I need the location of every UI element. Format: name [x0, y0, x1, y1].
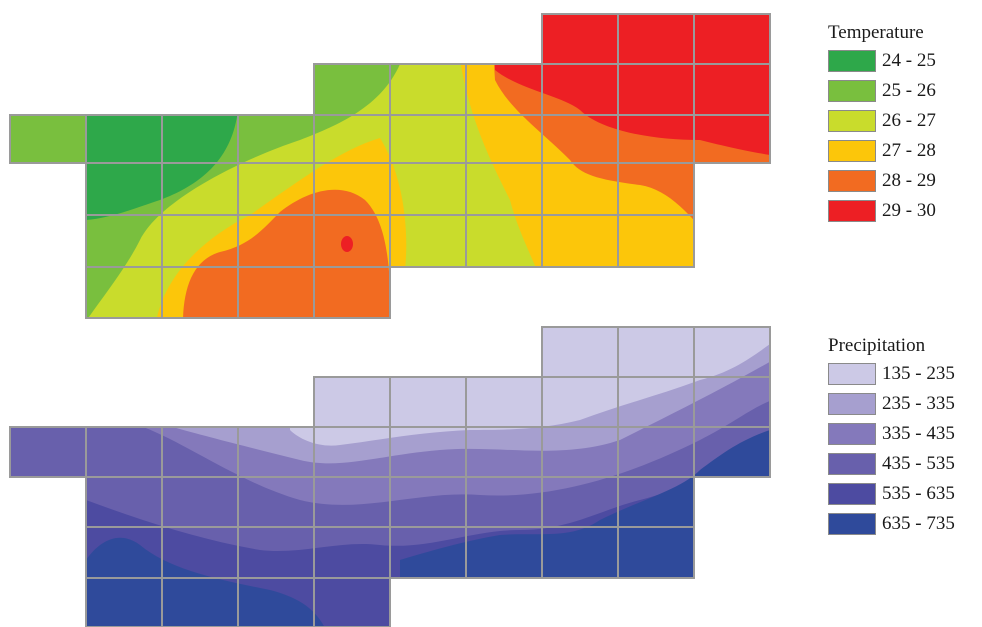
- legend-swatch: [828, 423, 876, 445]
- legend-label: 27 - 28: [882, 140, 936, 161]
- legend-item: 24 - 25: [828, 46, 978, 76]
- legend-item: 435 - 535: [828, 449, 978, 479]
- legend-swatch: [828, 363, 876, 385]
- legend-swatch: [828, 80, 876, 102]
- grid-cell: [617, 526, 695, 579]
- legend-item: 335 - 435: [828, 419, 978, 449]
- legend-label: 24 - 25: [882, 50, 936, 71]
- precipitation-legend: Precipitation 135 - 235 235 - 335 335 - …: [828, 333, 978, 539]
- legend-label: 26 - 27: [882, 110, 936, 131]
- temperature-legend-title: Temperature: [828, 22, 924, 43]
- legend-item: 235 - 335: [828, 389, 978, 419]
- legend-item: 135 - 235: [828, 359, 978, 389]
- legend-item: 27 - 28: [828, 136, 978, 166]
- legend-label: 28 - 29: [882, 170, 936, 191]
- legend-label: 235 - 335: [882, 393, 955, 414]
- legend-label: 435 - 535: [882, 453, 955, 474]
- legend-label: 135 - 235: [882, 363, 955, 384]
- grid-cell: [693, 426, 771, 478]
- grid-cell: [617, 214, 695, 268]
- precipitation-legend-title: Precipitation: [828, 335, 926, 356]
- legend-swatch: [828, 110, 876, 132]
- legend-item: 635 - 735: [828, 509, 978, 539]
- legend-label: 335 - 435: [882, 423, 955, 444]
- precipitation-zone-635-735: [86, 537, 330, 627]
- legend-label: 635 - 735: [882, 513, 955, 534]
- legend-swatch: [828, 140, 876, 162]
- temperature-zone-28-29-west: [182, 189, 391, 318]
- legend-swatch: [828, 513, 876, 535]
- legend-swatch: [828, 483, 876, 505]
- legend-label: 25 - 26: [882, 80, 936, 101]
- temperature-zone-29-30-spot: [341, 236, 353, 252]
- grid-cell: [313, 577, 391, 627]
- legend-item: 29 - 30: [828, 196, 978, 226]
- legend-swatch: [828, 50, 876, 72]
- temperature-legend: Temperature 24 - 25 25 - 26 26 - 27 27 -…: [828, 20, 978, 226]
- legend-label: 29 - 30: [882, 200, 936, 221]
- legend-swatch: [828, 393, 876, 415]
- precipitation-grid: [9, 326, 771, 627]
- legend-item: 25 - 26: [828, 76, 978, 106]
- temperature-zone-25-26-patch: [10, 110, 86, 165]
- legend-item: 535 - 635: [828, 479, 978, 509]
- temperature-zone-29-30: [495, 14, 770, 155]
- legend-label: 535 - 635: [882, 483, 955, 504]
- precipitation-legend-items: 135 - 235 235 - 335 335 - 435 435 - 535 …: [828, 359, 978, 539]
- legend-item: 28 - 29: [828, 166, 978, 196]
- grid-cell: [313, 266, 391, 319]
- temperature-legend-items: 24 - 25 25 - 26 26 - 27 27 - 28 28 - 29 …: [828, 46, 978, 226]
- grid-cell: [693, 114, 771, 164]
- legend-swatch: [828, 170, 876, 192]
- legend-swatch: [828, 200, 876, 222]
- legend-item: 26 - 27: [828, 106, 978, 136]
- legend-swatch: [828, 453, 876, 475]
- temperature-grid: [9, 13, 771, 319]
